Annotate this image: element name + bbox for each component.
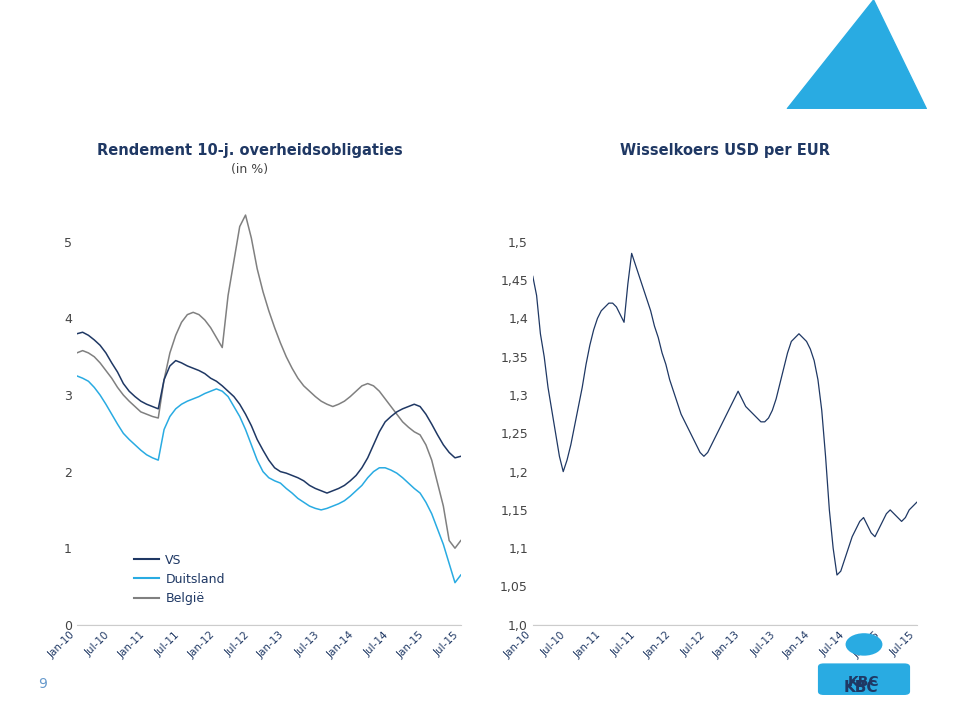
Text: Wisselkoers USD per EUR: Wisselkoers USD per EUR (620, 143, 829, 158)
Polygon shape (787, 0, 926, 109)
Ellipse shape (846, 633, 882, 656)
Text: KBC: KBC (844, 680, 878, 695)
FancyBboxPatch shape (818, 663, 910, 695)
Text: …hoe lang nog?: …hoe lang nog? (19, 67, 199, 88)
Legend: VS, Duitsland, België: VS, Duitsland, België (130, 548, 229, 610)
Text: 9: 9 (38, 677, 47, 691)
Text: Extreem lage rente en dollarstijging: Extreem lage rente en dollarstijging (19, 27, 615, 55)
Text: (in %): (in %) (231, 162, 268, 176)
Text: Rendement 10-j. overheidsobligaties: Rendement 10-j. overheidsobligaties (97, 143, 402, 158)
Polygon shape (787, 0, 960, 109)
Text: KBC: KBC (849, 675, 879, 689)
